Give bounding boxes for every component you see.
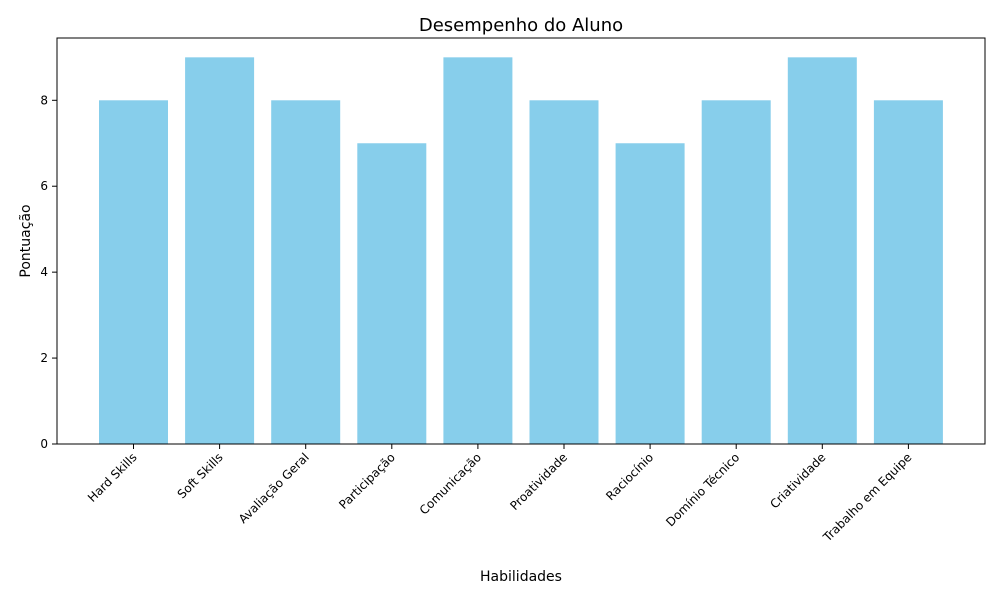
x-tick-label: Trabalho em Equipe: [820, 450, 915, 545]
x-tick-label: Hard Skills: [85, 450, 140, 505]
x-tick-label: Participação: [336, 450, 398, 512]
x-tick-label: Avaliação Geral: [236, 450, 312, 526]
bar: [701, 100, 771, 444]
y-axis-label: Pontuação: [18, 204, 34, 277]
bar: [443, 57, 513, 444]
bar: [357, 143, 427, 444]
bar: [787, 57, 857, 444]
chart-title: Desempenho do Aluno: [419, 15, 623, 36]
x-axis-ticks: Hard Skills Soft Skills Avaliação Geral Par…: [85, 444, 915, 545]
bar: [99, 100, 168, 444]
plot-frame: [56, 37, 986, 445]
bars-group: [99, 57, 943, 444]
x-tick-label: Criatividade: [767, 450, 828, 511]
x-tick-label: Comunicação: [417, 450, 484, 517]
x-tick-label: Proatividade: [507, 450, 570, 513]
x-tick-label: Domínio Técnico: [663, 450, 742, 529]
y-tick-label: 2: [40, 351, 48, 365]
bar: [529, 100, 599, 444]
bar: [873, 100, 943, 444]
x-tick-label: Raciocínio: [603, 450, 656, 503]
y-axis-ticks: 0 2 4 6 8: [40, 93, 57, 451]
y-tick-label: 6: [40, 179, 48, 193]
bar: [271, 100, 341, 444]
x-axis-label: Habilidades: [480, 569, 562, 585]
y-tick-label: 0: [40, 437, 48, 451]
bar: [615, 143, 685, 444]
x-tick-label: Soft Skills: [175, 450, 226, 501]
y-tick-label: 8: [40, 93, 48, 107]
y-tick-label: 4: [40, 265, 48, 279]
bar: [185, 57, 255, 444]
